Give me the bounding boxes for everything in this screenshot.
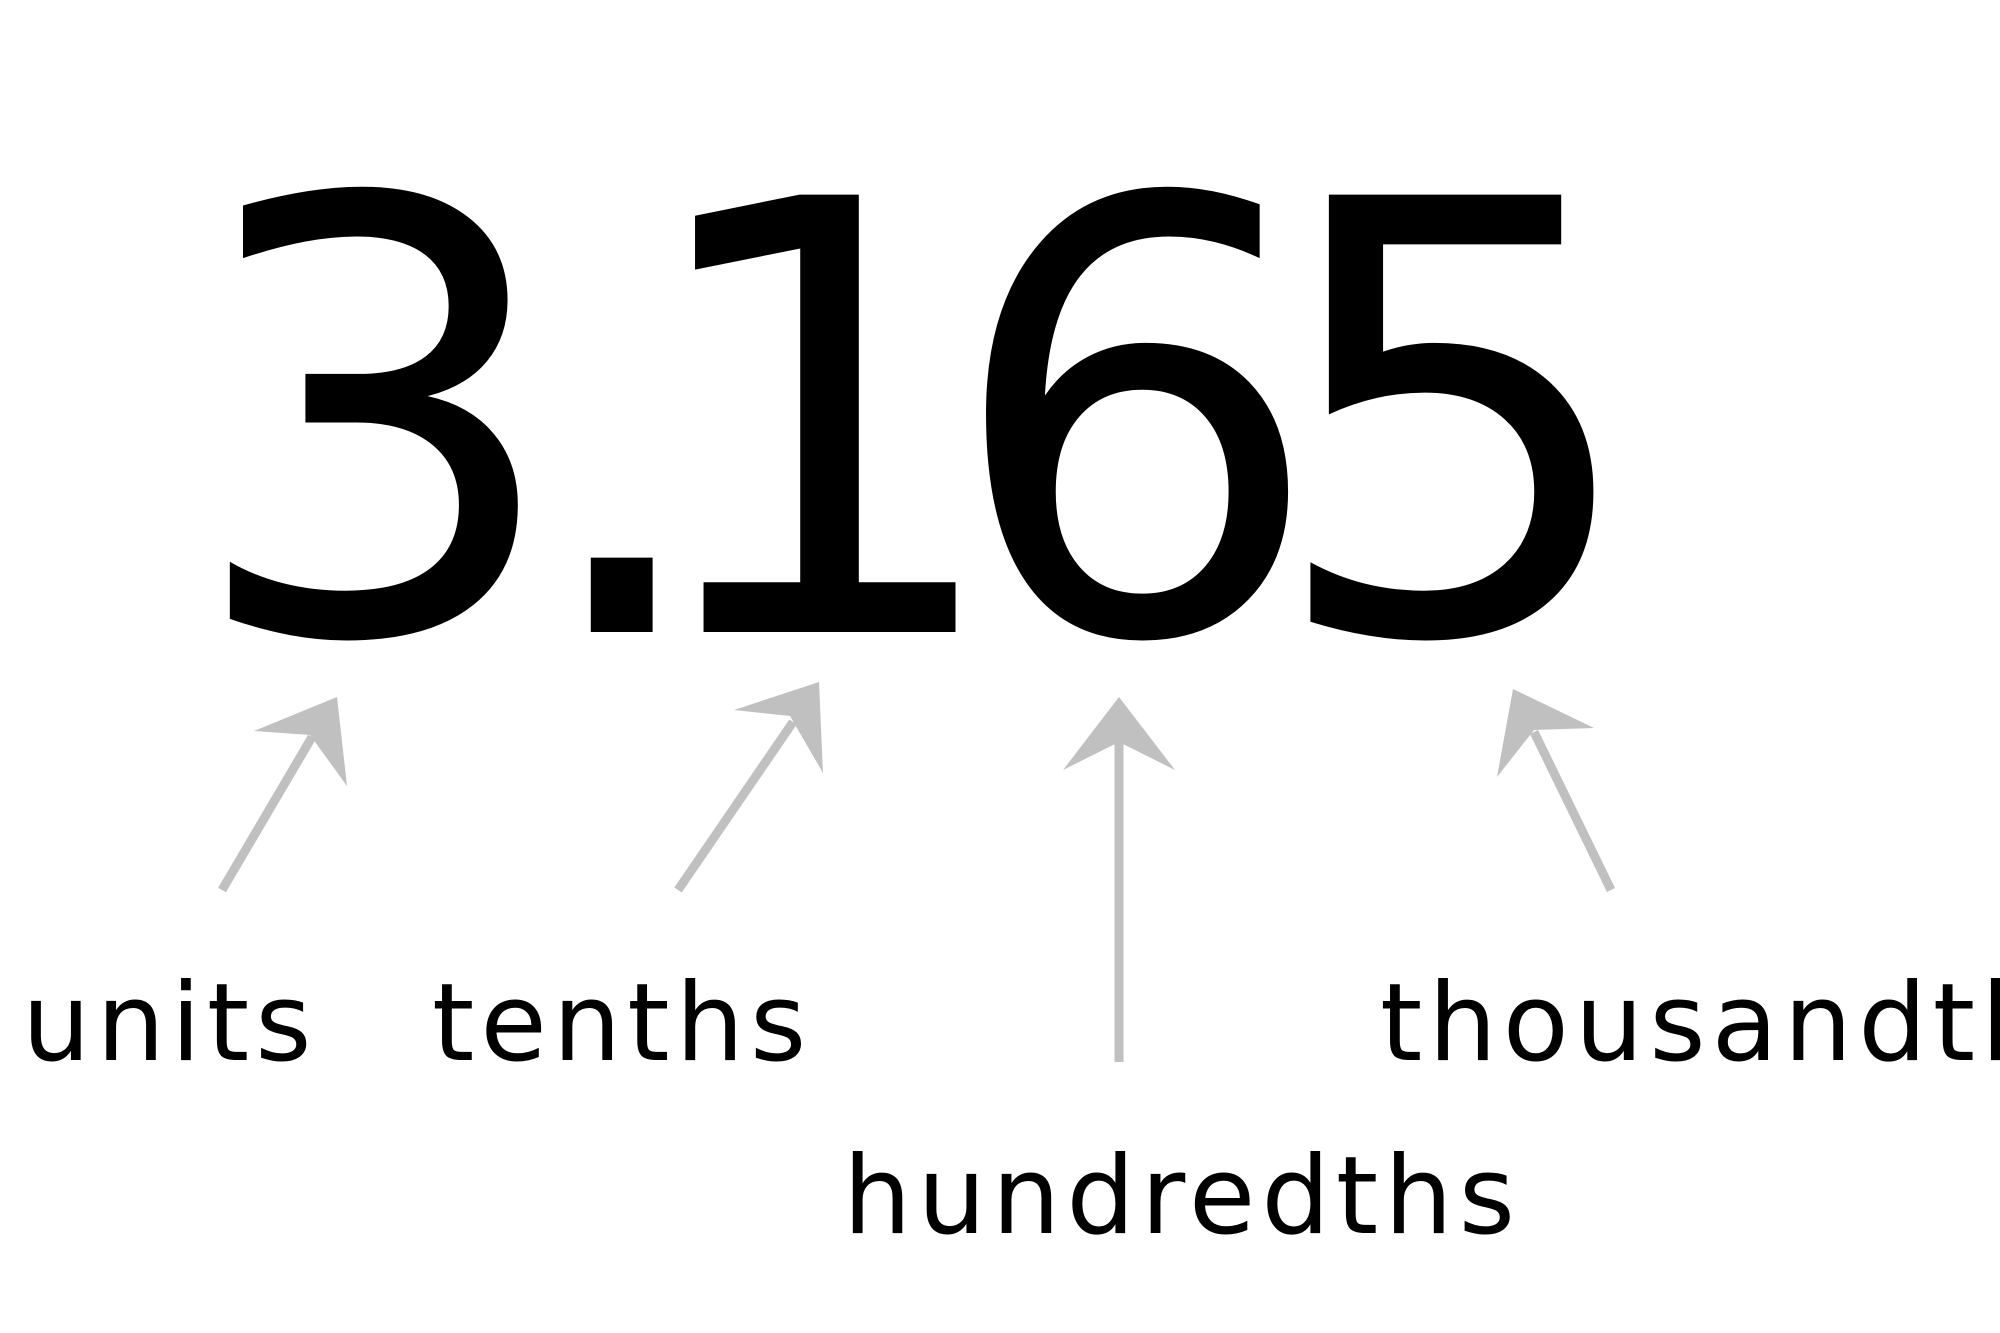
- arrow-tenths-shaft: [674, 719, 797, 893]
- label-hundredths: hundredths: [843, 1134, 1521, 1259]
- arrow-units-head: [254, 697, 347, 786]
- digit-thousandths: 5: [1264, 75, 1646, 774]
- arrow-thousandths-head: [1497, 689, 1594, 777]
- arrow-units-shaft: [218, 734, 316, 893]
- arrow-tenths: [674, 682, 823, 893]
- place-value-labels: units tenths hundredths thousandths: [22, 961, 2000, 1259]
- arrow-tenths-head: [734, 682, 823, 773]
- digit-units: 3: [184, 75, 566, 774]
- label-thousandths: thousandths: [1380, 961, 2000, 1086]
- arrow-hundredths: [1063, 697, 1175, 1062]
- decimal-point: .: [527, 75, 718, 774]
- arrow-thousandths: [1497, 689, 1616, 892]
- label-tenths: tenths: [432, 961, 812, 1086]
- label-units: units: [22, 961, 318, 1086]
- arrow-hundredths-head: [1063, 697, 1175, 770]
- arrows: [218, 682, 1616, 1062]
- arrow-thousandths-shaft: [1529, 730, 1616, 892]
- arrow-units: [218, 697, 347, 893]
- number-display: 3 . 1 6 5: [184, 75, 1646, 774]
- digit-tenths: 1: [629, 75, 1011, 774]
- digit-hundredths: 6: [944, 75, 1326, 774]
